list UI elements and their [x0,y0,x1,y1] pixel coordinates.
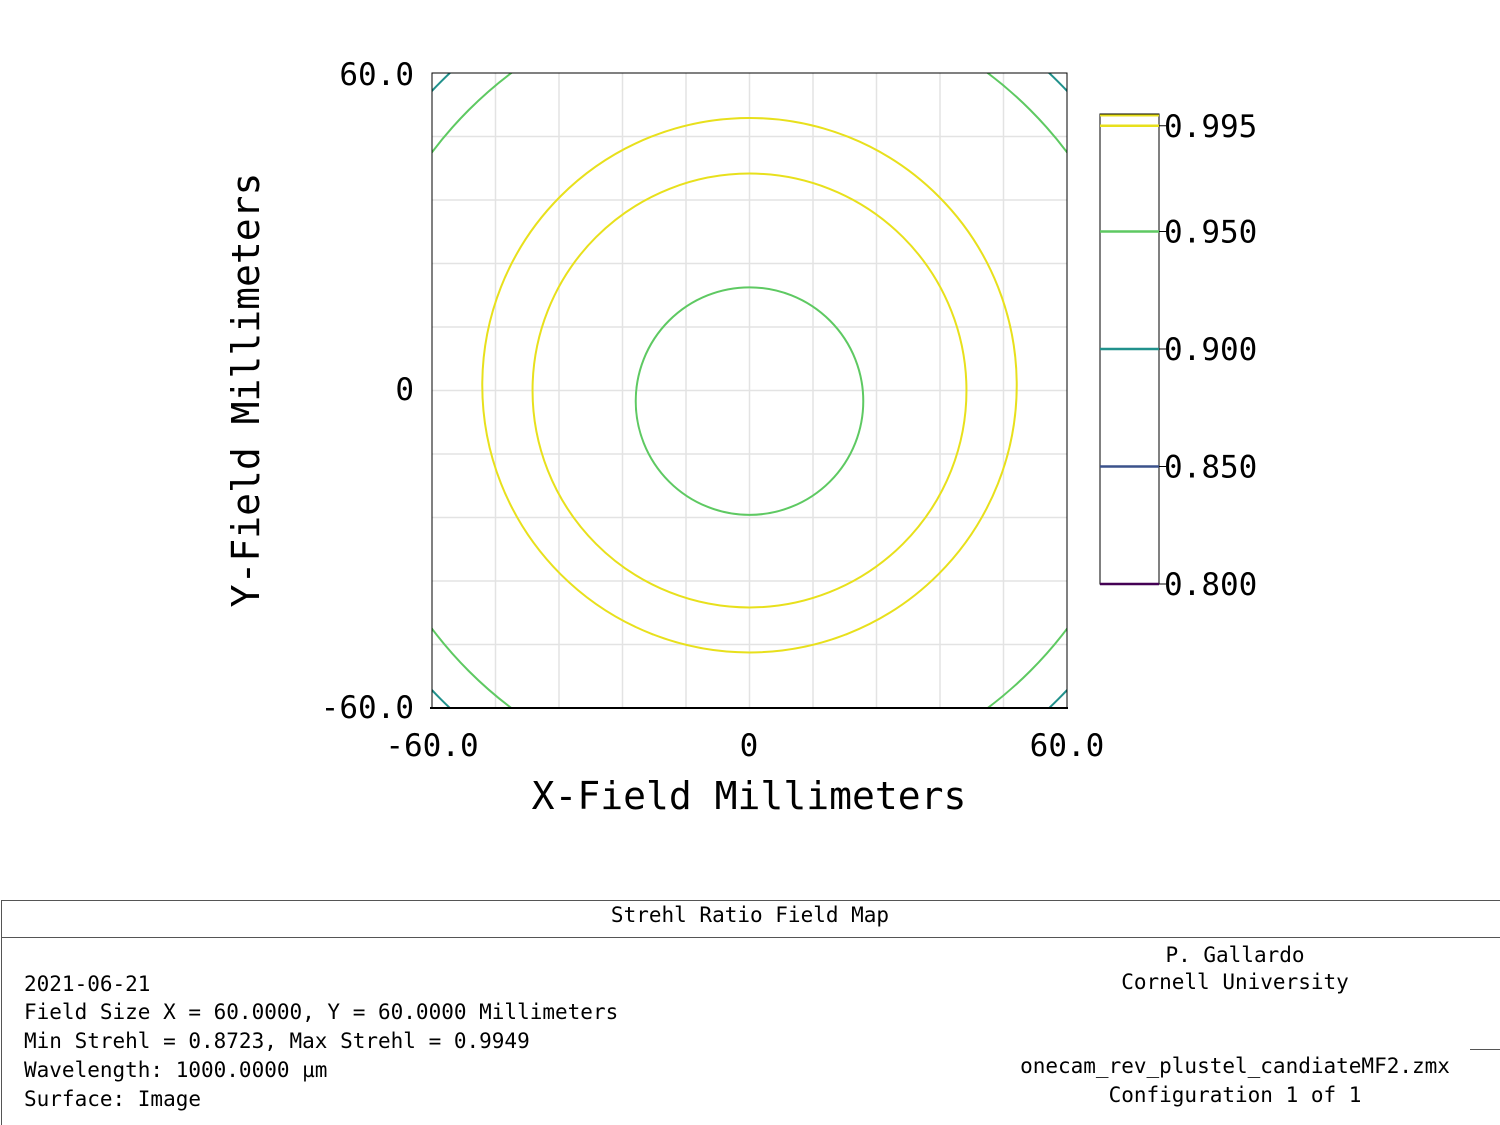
x-tick-label-left: -60.0 [385,728,478,764]
panel-divider [1,937,1500,938]
plot-grid [432,73,1067,708]
info-wavelength: Wavelength: 1000.0000 µm [24,1058,328,1082]
legend-level-label: 0.900 [1164,332,1257,368]
info-panel [1,900,1500,1125]
panel-title: Strehl Ratio Field Map [610,903,890,927]
legend-level-label: 0.950 [1164,215,1257,251]
panel-right-divider [1470,1049,1500,1050]
contour-line [531,172,968,609]
info-date: 2021-06-21 [24,972,151,996]
info-configuration: Configuration 1 of 1 [1108,1083,1362,1107]
info-field-size: Field Size X = 60.0000, Y = 60.0000 Mill… [24,1000,619,1024]
legend-level-label: 0.800 [1164,567,1257,603]
contour-lines [432,73,1067,708]
y-axis-label: Y-Field Millimeters [224,173,268,608]
y-tick-label-mid: 0 [395,372,414,408]
legend-level-label: 0.995 [1164,109,1257,145]
strehl-contour-chart: 60.0 0 -60.0 -60.0 0 60.0 X-Field Millim… [224,57,1257,818]
x-tick-label-mid: 0 [740,728,759,764]
x-tick-label-right: 60.0 [1030,728,1105,764]
contour-line [481,116,1018,654]
info-strehl-range: Min Strehl = 0.8723, Max Strehl = 0.9949 [24,1029,530,1053]
legend-level-label: 0.850 [1164,450,1257,486]
info-institution: Cornell University [1121,970,1349,994]
contour-line [634,286,865,516]
y-tick-label-bottom: -60.0 [321,690,414,726]
info-filename: onecam_rev_plustel_candiateMF2.zmx [1020,1054,1450,1078]
contour-legend: 0.995 0.950 0.900 0.850 0.800 [1099,109,1257,603]
info-surface: Surface: Image [24,1087,202,1111]
y-tick-label-top: 60.0 [339,57,414,93]
info-author: P. Gallardo [1165,943,1305,967]
x-axis-label: X-Field Millimeters [532,774,967,818]
